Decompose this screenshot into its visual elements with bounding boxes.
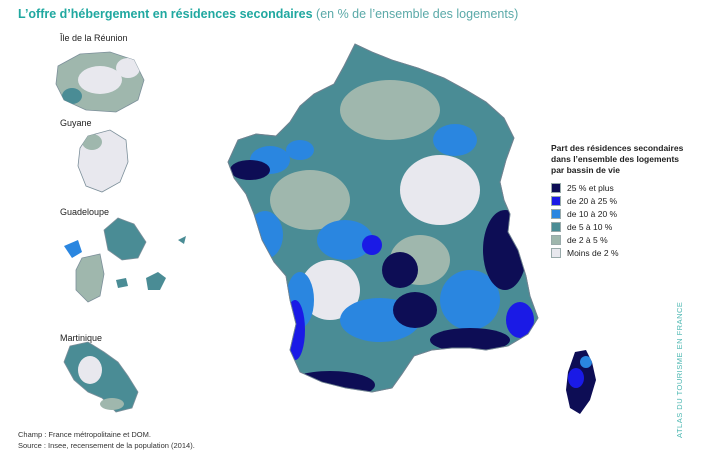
legend-item: de 10 à 20 % — [551, 208, 617, 219]
inset-label-guadeloupe: Guadeloupe — [60, 207, 110, 217]
legend-item: Moins de 2 % — [551, 247, 619, 258]
map-title-sub: (en % de l’ensemble des logements) — [316, 7, 519, 21]
france-metropolitan-map — [227, 43, 539, 393]
side-text: ATLAS DU TOURISME EN FRANCE — [675, 301, 684, 438]
legend-label: de 5 à 10 % — [567, 221, 613, 232]
legend-swatch — [551, 247, 561, 258]
legend-swatch — [551, 195, 561, 206]
legend-item: de 2 à 5 % — [551, 234, 608, 245]
legend-label: Moins de 2 % — [567, 247, 619, 258]
legend-item: de 5 à 10 % — [551, 221, 612, 232]
corse-map — [566, 350, 596, 414]
legend-swatch — [551, 221, 561, 232]
legend-item: de 20 à 25 % — [551, 195, 617, 206]
inset-label-guyane: Guyane — [60, 118, 92, 128]
legend-swatch — [551, 234, 561, 245]
inset-map-guyane — [77, 129, 129, 193]
footer-source: Source : Insee, recensement de la popula… — [18, 441, 195, 450]
footer-champ: Champ : France métropolitaine et DOM. — [18, 430, 151, 439]
legend-label: de 10 à 20 % — [567, 208, 618, 219]
legend-title: Part des résidences secondaires dans l’e… — [551, 143, 684, 175]
inset-map-reunion — [55, 51, 145, 113]
inset-label-martinique: Martinique — [60, 333, 103, 343]
inset-label-reunion: Île de la Réunion — [60, 33, 128, 43]
legend-label: 25 % et plus — [567, 182, 614, 193]
legend-swatch — [551, 208, 561, 219]
legend-label: de 2 à 5 % — [567, 234, 608, 245]
inset-map-martinique — [63, 341, 139, 413]
inset-map-guadeloupe — [64, 217, 186, 303]
legend-label: de 20 à 25 % — [567, 195, 618, 206]
legend-swatch — [551, 182, 561, 193]
legend-item: 25 % et plus — [551, 182, 614, 193]
map-title: L’offre d’hébergement en résidences seco… — [18, 7, 518, 21]
map-title-main: L’offre d’hébergement en résidences seco… — [18, 7, 313, 21]
